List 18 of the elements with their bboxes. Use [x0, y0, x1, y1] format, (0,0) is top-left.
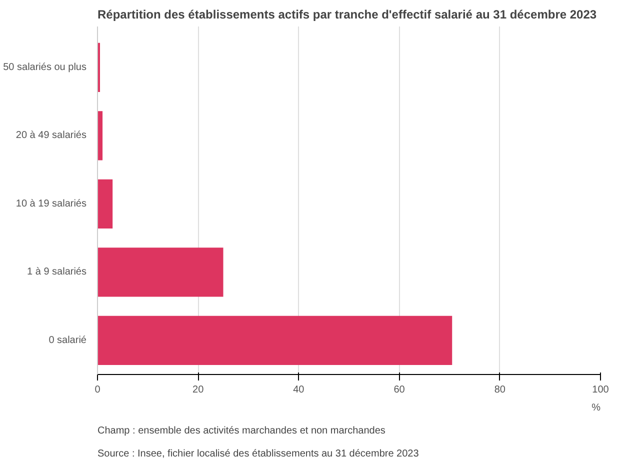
y-tick-label: 10 à 19 salariés	[16, 198, 87, 210]
x-tick-label: 60	[394, 384, 406, 396]
y-tick-label: 0 salarié	[48, 334, 87, 346]
y-tick-label: 1 à 9 salariés	[27, 266, 87, 278]
bar	[98, 179, 113, 228]
chart-title: Répartition des établissements actifs par tranche d'effectif salarié au 31 décembre 2023	[98, 8, 597, 22]
x-tick-label: 20	[192, 384, 204, 396]
x-tick-label: 40	[293, 384, 305, 396]
bar	[98, 248, 224, 297]
x-axis-title: %	[592, 402, 601, 414]
x-tick-label: 0	[94, 384, 101, 396]
x-tick-label: 100	[592, 384, 610, 396]
source-note: Source : Insee, fichier localisé des établissements au 31 décembre 2023	[98, 448, 420, 460]
y-tick-label: 20 à 49 salariés	[16, 130, 87, 142]
text: Champ : ensemble des activités marchandes et non marchandes	[98, 426, 386, 436]
y-tick-label: 50 salariés ou plus	[3, 62, 87, 73]
bar	[98, 316, 452, 365]
x-tick-label: 80	[494, 384, 506, 396]
